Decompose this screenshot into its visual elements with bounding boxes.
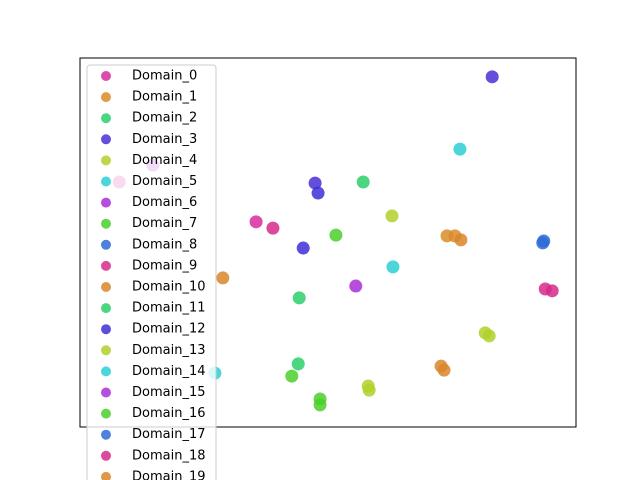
legend-marker (101, 471, 111, 480)
legend-marker (101, 303, 111, 314)
point (454, 233, 468, 247)
legend-marker (101, 282, 111, 292)
legend-label: Domain_2 (132, 111, 197, 126)
point (453, 142, 467, 156)
point (291, 357, 305, 371)
legend-label: Domain_7 (132, 216, 197, 231)
point (216, 271, 230, 285)
point (385, 209, 399, 223)
legend-label: Domain_5 (132, 174, 197, 189)
legend-label: Domain_19 (132, 469, 206, 480)
legend-marker (101, 387, 111, 398)
point (356, 175, 370, 189)
legend-marker (101, 92, 111, 103)
legend-label: Domain_17 (132, 427, 206, 442)
point (313, 392, 327, 406)
point (329, 228, 343, 242)
legend-marker (101, 197, 111, 208)
point (545, 284, 559, 298)
legend-label: Domain_1 (132, 90, 197, 105)
point (311, 186, 325, 200)
legend-label: Domain_3 (132, 132, 197, 147)
legend-label: Domain_9 (132, 258, 197, 273)
legend-marker (101, 71, 111, 81)
legend-label: Domain_6 (132, 195, 197, 210)
point (537, 234, 551, 248)
legend-box (86, 64, 217, 480)
legend-marker (101, 450, 111, 461)
plot-frame (79, 57, 577, 428)
legend-marker (101, 324, 111, 335)
legend-marker (101, 345, 111, 356)
legend-label: Domain_10 (132, 280, 206, 295)
legend-marker (101, 113, 111, 124)
point (308, 176, 322, 190)
legend-marker (101, 155, 111, 166)
legend-marker (101, 260, 111, 271)
point (485, 70, 499, 84)
point (292, 291, 306, 305)
legend-label: Domain_11 (132, 301, 206, 316)
point (478, 326, 492, 340)
legend-marker (101, 176, 111, 187)
legend-label: Domain_12 (132, 322, 206, 337)
point (296, 241, 310, 255)
legend-label: Domain_16 (132, 406, 206, 421)
legend-marker (101, 239, 111, 250)
point (386, 260, 400, 274)
point (285, 369, 299, 383)
legend-marker (101, 134, 111, 145)
legend-marker (101, 408, 111, 419)
legend-marker (101, 366, 111, 377)
point (361, 379, 375, 393)
legend-label: Domain_15 (132, 385, 206, 400)
legend-marker (101, 218, 111, 229)
legend-label: Domain_18 (132, 448, 206, 463)
point (249, 215, 263, 229)
legend-label: Domain_4 (132, 153, 197, 168)
legend-label: Domain_8 (132, 237, 197, 252)
legend-label: Domain_14 (132, 364, 206, 379)
legend: Domain_0 Domain_1 Domain_2 Domain_3 Domain_4… (86, 64, 217, 480)
legend-marker (101, 429, 111, 440)
point (437, 363, 451, 377)
point (349, 279, 363, 293)
legend-label: Domain_0 (132, 69, 197, 84)
legend-label: Domain_13 (132, 343, 206, 358)
point (266, 221, 280, 235)
